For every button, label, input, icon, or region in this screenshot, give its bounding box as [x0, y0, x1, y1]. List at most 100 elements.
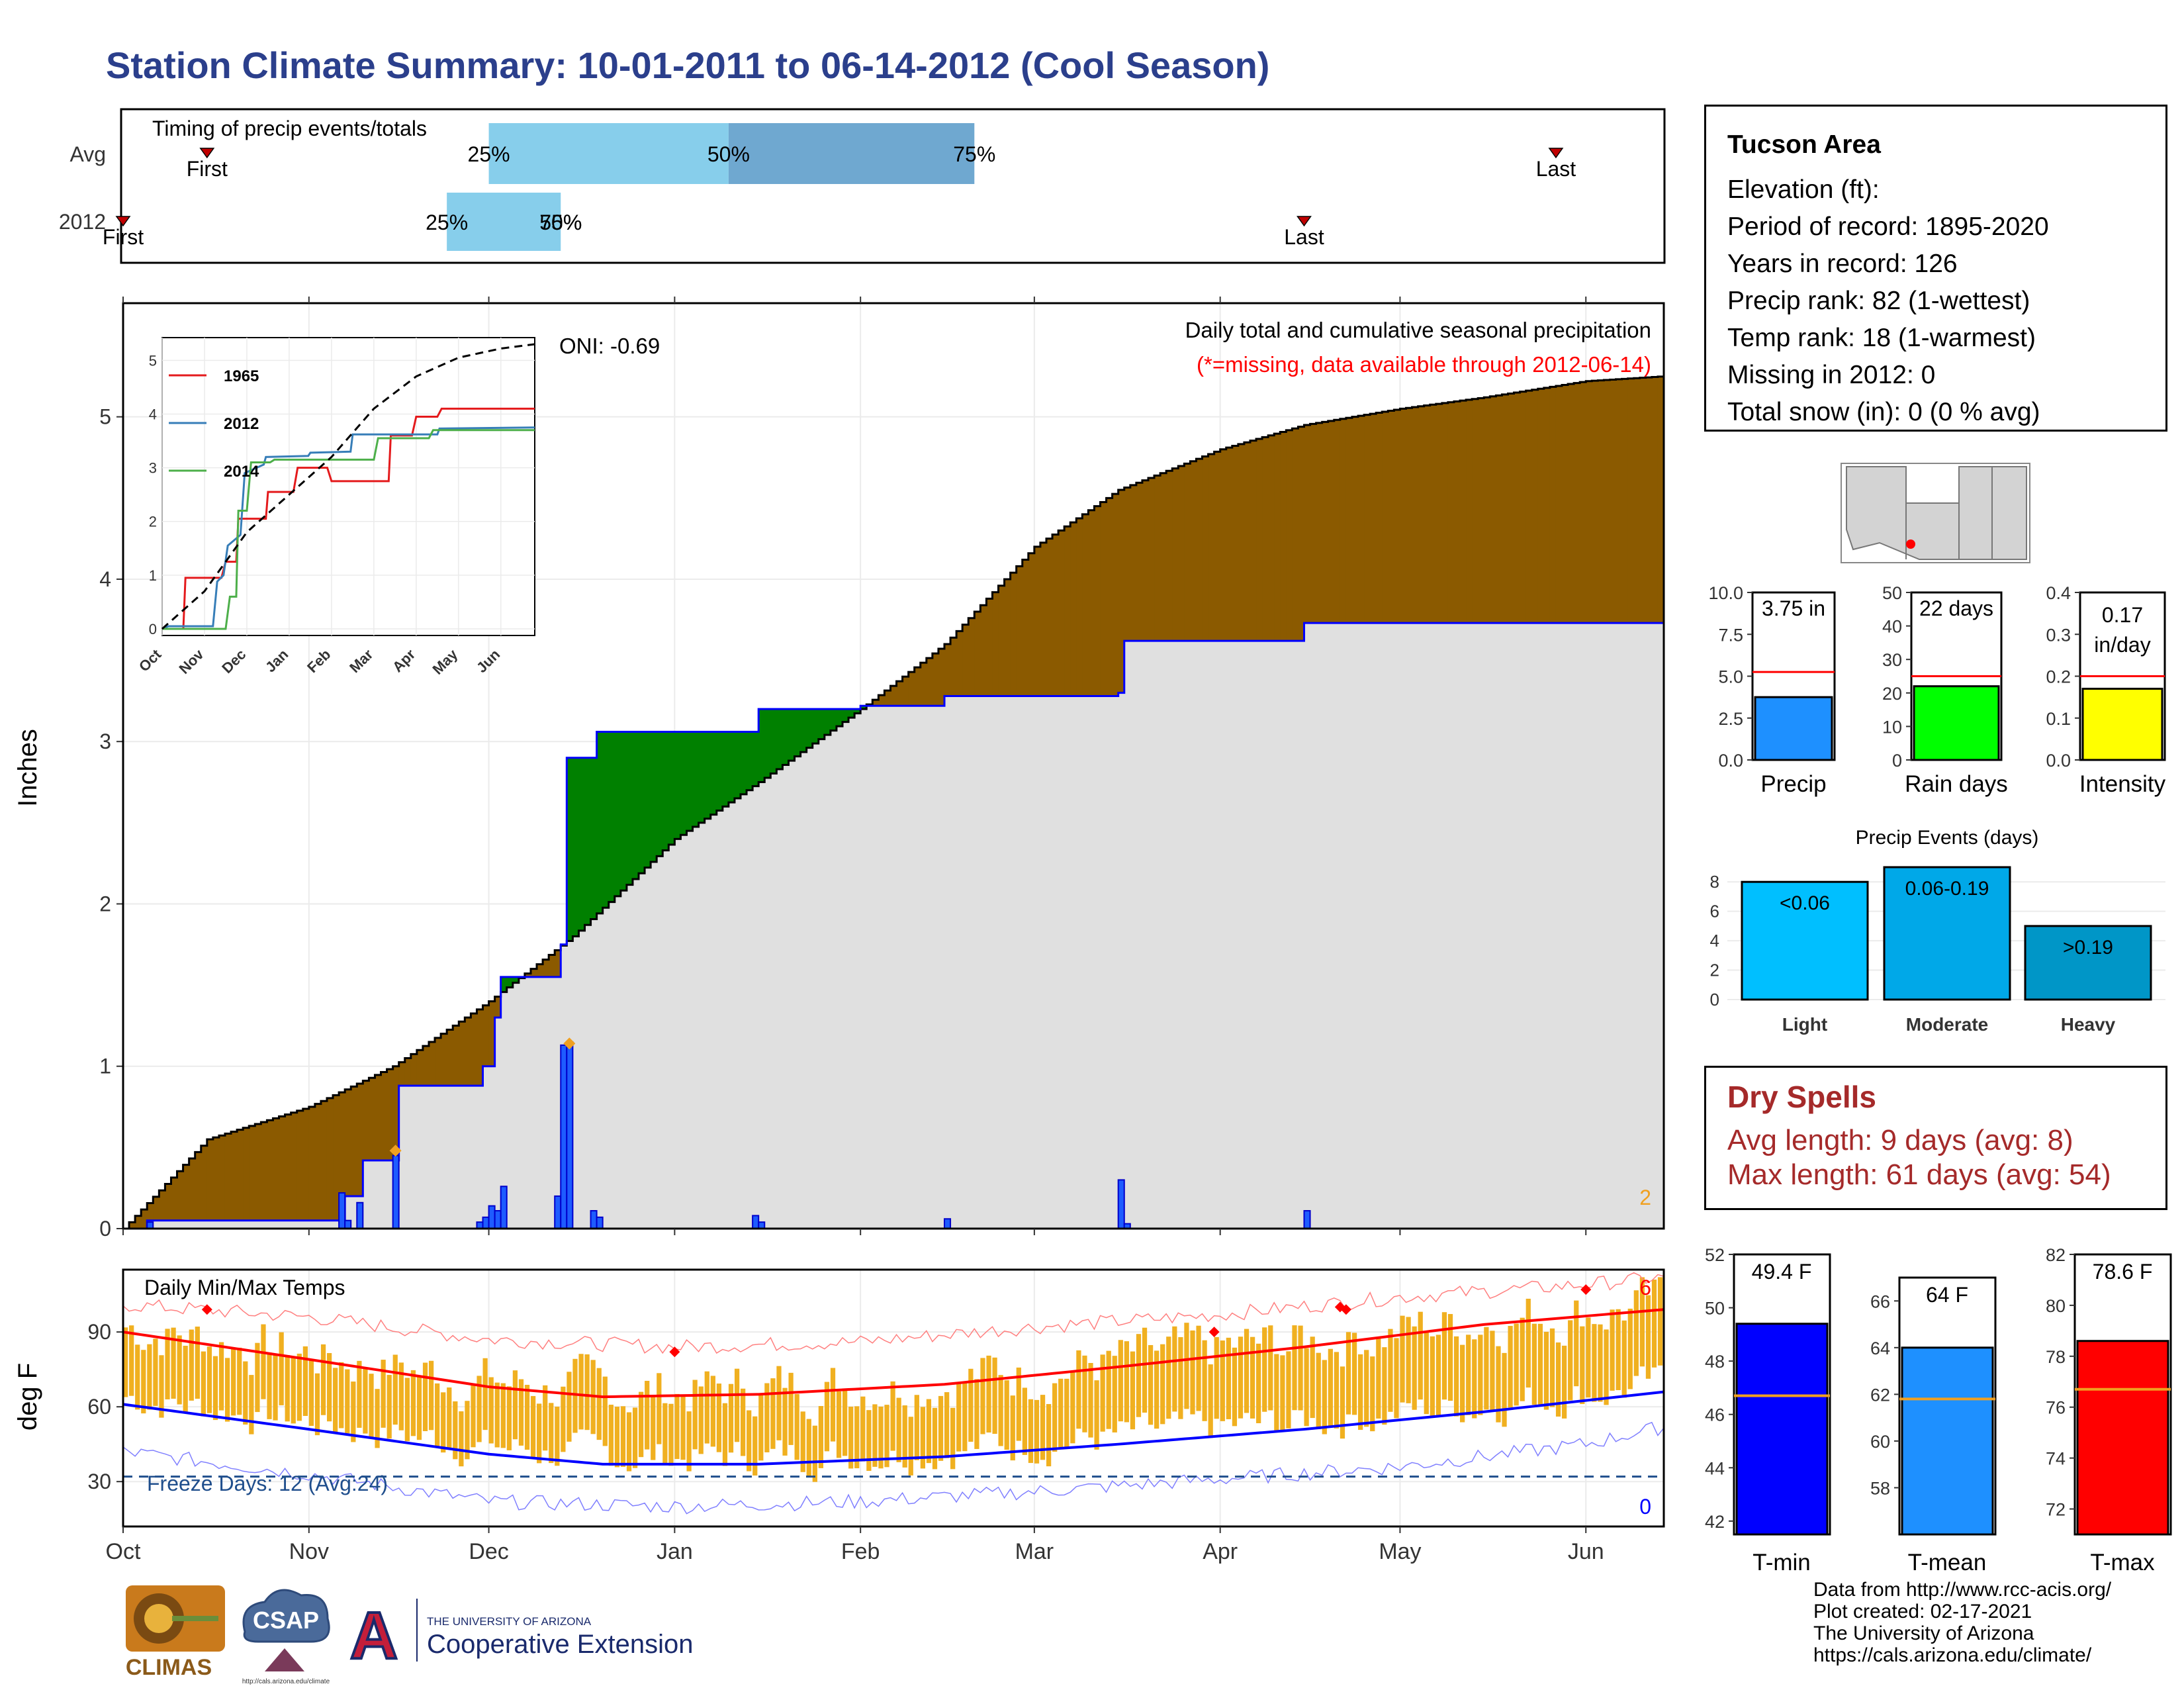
daily-temp-bar [645, 1380, 650, 1450]
t-max-label: T-max [2090, 1550, 2155, 1575]
daily-temp-bar [1106, 1350, 1111, 1429]
inset-average-line [161, 343, 535, 630]
deficit-segment [884, 690, 891, 706]
surplus-segment [716, 731, 723, 811]
daily-temp-bar [956, 1382, 962, 1452]
daily-temp-bar [1651, 1279, 1657, 1368]
daily-temp-bar [1280, 1355, 1285, 1432]
daily-temp-bar [339, 1362, 344, 1429]
surplus-segment [722, 731, 729, 807]
deficit-segment [159, 1190, 166, 1221]
daily-temp-bar [764, 1383, 770, 1452]
deficit-segment [1268, 435, 1275, 641]
daily-temp-bar [518, 1379, 524, 1446]
arizona-map [1841, 463, 2030, 563]
daily-temp-bar [728, 1383, 734, 1453]
deficit-segment [1651, 377, 1659, 624]
daily-temp-bar [1148, 1344, 1154, 1425]
daily-temp-bar [398, 1362, 404, 1430]
deficit-segment [980, 605, 987, 696]
dry-spells-max: Max length: 61 days (avg: 54) [1727, 1158, 2111, 1191]
daily-max-marker [389, 1145, 402, 1157]
deficit-segment [231, 1131, 238, 1221]
daily-temp-bar [1412, 1326, 1417, 1410]
deficit-segment [1645, 377, 1653, 624]
daily-temp-bar [506, 1386, 512, 1450]
deficit-segment [1340, 418, 1347, 624]
average-cumulative-line [123, 375, 1665, 1230]
daily-temp-bar [1310, 1336, 1315, 1419]
deficit-segment [1310, 424, 1317, 624]
deficit-segment [477, 1009, 484, 1086]
deficit-segment [267, 1120, 274, 1221]
deficit-segment [1574, 383, 1580, 624]
station-years: Years in record: 126 [1727, 250, 1958, 278]
daily-precip-bar [1117, 1179, 1125, 1229]
daily-temp-bar [980, 1358, 985, 1434]
daily-temp-bar [1639, 1277, 1645, 1367]
intensity-value: 0.17 [2102, 603, 2143, 627]
daily-temp-bar [1520, 1317, 1525, 1401]
daily-temp-bar [351, 1382, 356, 1442]
timing-avg-q25-q50-bar [488, 123, 729, 184]
daily-temp-bar [734, 1368, 740, 1442]
surplus-segment [590, 757, 598, 919]
credits-line-2: Plot created: 02-17-2021 [1813, 1601, 2032, 1622]
deficit-segment [1166, 471, 1173, 641]
daily-precip-bar [494, 1210, 502, 1229]
daily-temp-bar [968, 1368, 974, 1442]
daily-temp-bar [494, 1382, 500, 1448]
season-precip-label: Precip [1760, 771, 1826, 797]
temp-ylabel: deg F [13, 1363, 42, 1430]
precip-events-category-light: Light [1782, 1014, 1827, 1035]
daily-temp-bar [842, 1388, 848, 1456]
deficit-segment [1118, 490, 1125, 693]
daily-precip-bar [943, 1218, 952, 1229]
daily-temp-bar [291, 1358, 296, 1424]
daily-temp-bar [608, 1405, 614, 1466]
daily-temp-bar [1525, 1298, 1531, 1388]
daily-precip-bar [344, 1219, 352, 1229]
daily-temp-bar [1394, 1338, 1399, 1419]
daily-temp-bar [195, 1327, 200, 1399]
surplus-segment [824, 709, 831, 735]
temp-title: Daily Min/Max Temps [144, 1276, 345, 1299]
cumulative-2012-line [123, 620, 1665, 1230]
deficit-segment [1088, 510, 1095, 696]
csap-logo-url: http://cals.arizona.edu/climate [242, 1678, 330, 1685]
deficit-segment [1226, 447, 1233, 641]
deficit-segment [1382, 412, 1388, 624]
daily-precip-bar [500, 1186, 508, 1229]
ua-big-text: Cooperative Extension [427, 1630, 693, 1659]
daily-temp-bar [1453, 1336, 1459, 1417]
daily-temp-bar [1562, 1345, 1567, 1419]
daily-precip-bar [482, 1216, 490, 1229]
season-precip-ytick-label-2: 5.0 [1718, 667, 1743, 687]
deficit-segment [387, 1069, 394, 1160]
deficit-segment [914, 667, 921, 706]
main-plot-frame [122, 302, 1665, 1230]
daily-temp-bar [854, 1406, 860, 1469]
daily-temp-bar [1112, 1356, 1117, 1432]
daily-temp-bar [1004, 1380, 1009, 1450]
daily-temp-bar [1345, 1332, 1351, 1415]
surplus-segment [800, 709, 807, 753]
station-name: Tucson Area [1727, 130, 1881, 159]
deficit-segment [1070, 522, 1077, 696]
deficit-segment [1094, 506, 1101, 696]
daily-temp-bar [488, 1377, 494, 1444]
deficit-segment [1412, 406, 1419, 624]
intensity-ytick-label-0: 0.0 [2046, 751, 2071, 771]
surplus-segment [788, 709, 796, 761]
deficit-segment [296, 1110, 304, 1221]
daily-temp-bar [1598, 1324, 1603, 1402]
deficit-segment [404, 1058, 412, 1086]
daily-temp-bar [147, 1344, 152, 1410]
daily-temp-bar [537, 1403, 542, 1464]
deficit-segment [1010, 573, 1017, 696]
t-min-ytick-label-4: 50 [1705, 1299, 1725, 1319]
deficit-segment [1148, 478, 1155, 641]
t-mean-ytick-label-0: 58 [1870, 1478, 1890, 1498]
daily-temp-bar [1196, 1325, 1201, 1411]
